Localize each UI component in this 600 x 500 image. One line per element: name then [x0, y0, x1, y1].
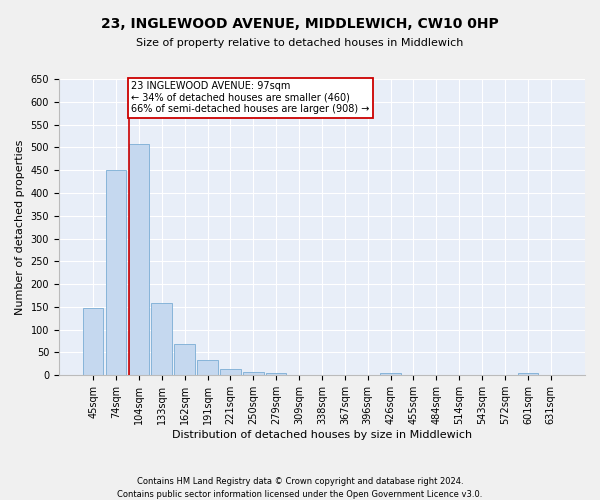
Text: Contains public sector information licensed under the Open Government Licence v3: Contains public sector information licen…	[118, 490, 482, 499]
Text: 23, INGLEWOOD AVENUE, MIDDLEWICH, CW10 0HP: 23, INGLEWOOD AVENUE, MIDDLEWICH, CW10 0…	[101, 18, 499, 32]
Bar	[106, 170, 126, 375]
Bar	[128, 144, 149, 375]
Bar	[266, 373, 286, 375]
Bar	[151, 303, 172, 375]
X-axis label: Distribution of detached houses by size in Middlewich: Distribution of detached houses by size …	[172, 430, 472, 440]
Bar	[197, 360, 218, 375]
Bar	[518, 373, 538, 375]
Bar	[243, 372, 263, 375]
Text: 23 INGLEWOOD AVENUE: 97sqm
← 34% of detached houses are smaller (460)
66% of sem: 23 INGLEWOOD AVENUE: 97sqm ← 34% of deta…	[131, 82, 370, 114]
Bar	[380, 373, 401, 375]
Bar	[175, 344, 195, 375]
Y-axis label: Number of detached properties: Number of detached properties	[15, 140, 25, 315]
Bar	[83, 308, 103, 375]
Bar	[220, 370, 241, 375]
Text: Size of property relative to detached houses in Middlewich: Size of property relative to detached ho…	[136, 38, 464, 48]
Text: Contains HM Land Registry data © Crown copyright and database right 2024.: Contains HM Land Registry data © Crown c…	[137, 478, 463, 486]
